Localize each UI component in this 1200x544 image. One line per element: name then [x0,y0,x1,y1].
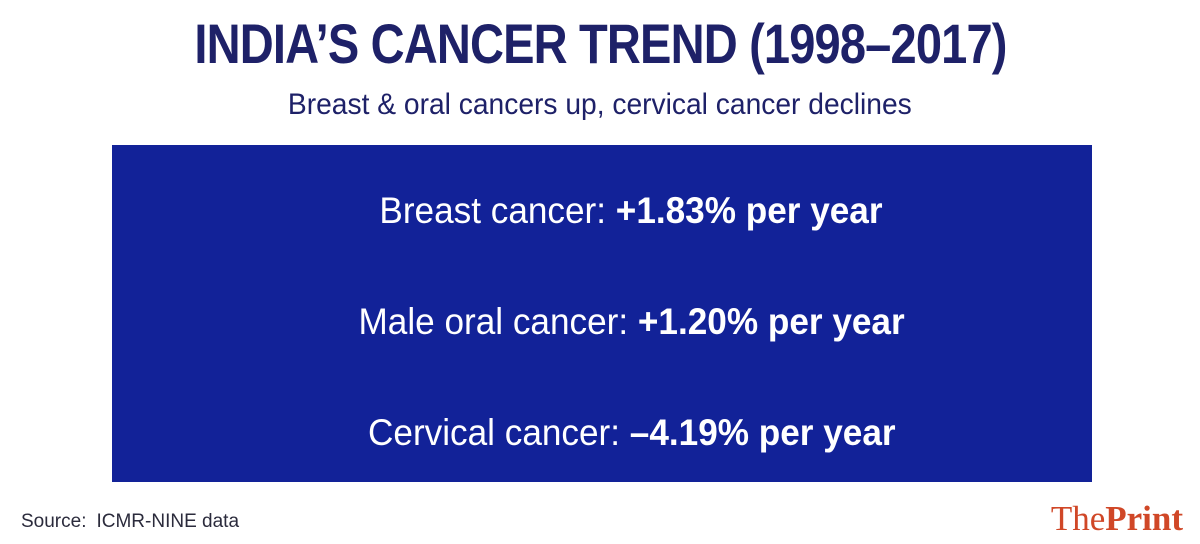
header: INDIA’S CANCER TREND (1998–2017) [0,16,1200,72]
subheader: Breast & oral cancers up, cervical cance… [0,90,1200,120]
logo-text-print: Print [1105,499,1183,538]
source-value: ICMR-NINE data [96,511,240,533]
stat-label: Cervical cancer: [367,412,630,453]
logo-text-the: The [1050,499,1106,538]
stats-panel: Breast cancer: +1.83% per year Male oral… [112,145,1092,482]
source-attribution: Source: ICMR-NINE data [21,511,239,534]
stat-row-breast-cancer: Breast cancer: +1.83% per year [321,155,883,266]
stat-value: +1.20% per year [637,301,905,342]
stat-value: +1.83% per year [616,190,883,231]
stat-row-male-oral-cancer: Male oral cancer: +1.20% per year [300,266,905,377]
page-subtitle: Breast & oral cancers up, cervical cance… [288,88,912,121]
stat-label: Breast cancer: [379,190,617,231]
stat-row-cervical-cancer: Cervical cancer: –4.19% per year [309,377,896,488]
stat-value: –4.19% per year [629,412,896,453]
theprint-logo: ThePrint [1051,501,1183,536]
stat-label: Male oral cancer: [358,301,638,342]
source-label: Source: [21,511,87,533]
page-title: INDIA’S CANCER TREND (1998–2017) [193,12,1007,75]
